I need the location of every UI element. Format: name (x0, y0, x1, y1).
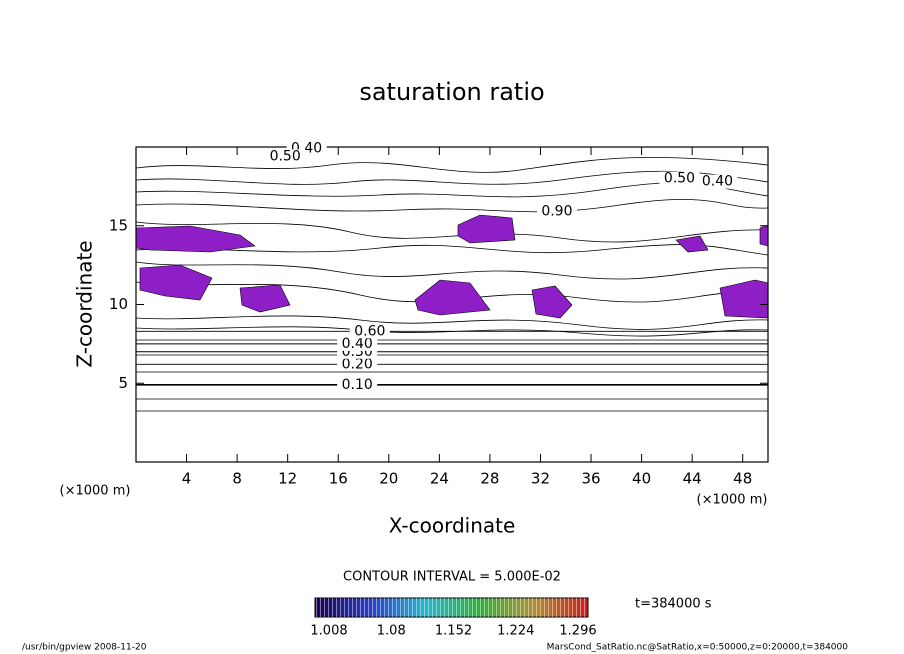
contour-label: 0.50 (270, 148, 301, 164)
footer-left: /usr/bin/gpview 2008-11-20 (22, 643, 147, 653)
x-axis-label: X-coordinate (389, 514, 516, 538)
contour-label: 0.50 (664, 171, 695, 187)
colorbar-tick-label: 1.08 (377, 624, 406, 639)
y-tick-label: 5 (118, 374, 128, 392)
x-tick-label: 12 (278, 470, 297, 488)
colorbar-tick-label: 1.152 (435, 624, 472, 639)
x-unit: (×1000 m) (697, 493, 768, 508)
contour-interval: CONTOUR INTERVAL = 5.000E-02 (343, 570, 561, 585)
colorbar-tick-label: 1.296 (559, 624, 596, 639)
contour-label: 0.40 (702, 174, 733, 190)
time-label: t=384000 s (635, 597, 712, 612)
colorbar-tick-label: 1.224 (497, 624, 534, 639)
contour-label: 0.90 (541, 204, 572, 220)
contour-label-bg (349, 324, 390, 339)
x-tick-label: 24 (430, 470, 449, 488)
contour-label: 0.10 (342, 377, 373, 393)
y-tick-label: 10 (109, 295, 128, 313)
contour-label: 0.60 (354, 323, 385, 339)
x-tick-label: 4 (182, 470, 192, 488)
contour-label: 0.40 (342, 336, 373, 352)
colorbar-tick-label: 1.008 (310, 624, 347, 639)
chart-title: saturation ratio (359, 78, 544, 106)
contour-label-bg (337, 357, 378, 372)
x-tick-label: 32 (531, 470, 550, 488)
y-axis-label: Z-coordinate (73, 240, 97, 367)
contour-label-bg (697, 174, 738, 189)
contour-label-bg (337, 336, 378, 351)
colorbar-stripes (315, 598, 588, 617)
contour-label-bg (337, 377, 378, 392)
x-tick-label: 16 (329, 470, 348, 488)
y-tick-label: 15 (109, 216, 128, 234)
contour-label-bg (265, 149, 306, 164)
contour-label-bg (536, 204, 577, 219)
footer-right: MarsCond_SatRatio.nc@SatRatio,x=0:50000,… (547, 643, 849, 653)
plot-decoration (135, 156, 769, 412)
x-tick-label: 28 (480, 470, 499, 488)
x-tick-label: 20 (379, 470, 398, 488)
x-tick-label: 44 (683, 470, 702, 488)
y-unit: (×1000 m) (60, 484, 131, 499)
x-tick-label: 48 (733, 470, 752, 488)
contour-label: 0.20 (342, 356, 373, 372)
x-tick-label: 40 (632, 470, 651, 488)
contour-label-bg (659, 171, 700, 186)
x-tick-label: 8 (232, 470, 242, 488)
x-tick-label: 36 (581, 470, 600, 488)
